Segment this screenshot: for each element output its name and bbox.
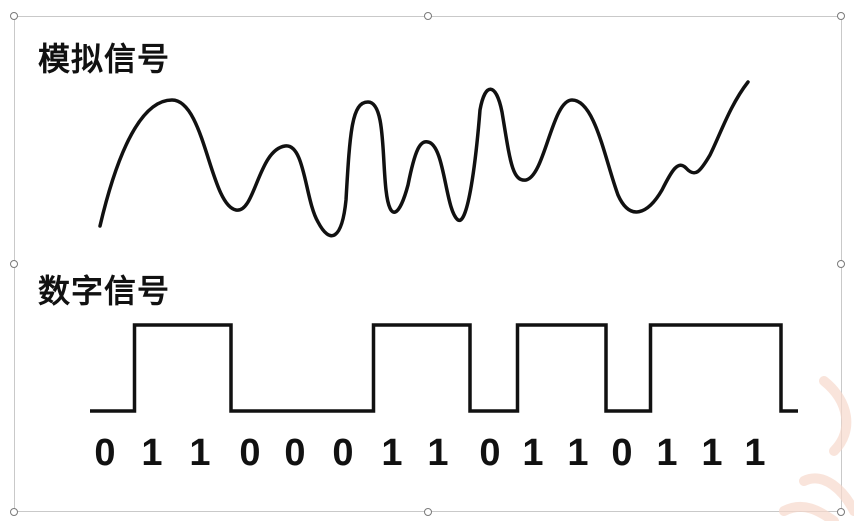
analog-signal-title: 模拟信号 <box>38 40 171 78</box>
resize-handle-bottom-right[interactable] <box>837 508 845 516</box>
bit-digit: 1 <box>656 432 678 474</box>
resize-handle-top-center[interactable] <box>424 12 432 20</box>
bit-digit: 0 <box>94 432 116 474</box>
bit-digit: 0 <box>284 432 306 474</box>
resize-handle-top-right[interactable] <box>837 12 845 20</box>
analog-wave-path <box>98 80 750 238</box>
resize-handle-bottom-center[interactable] <box>424 508 432 516</box>
resize-handle-middle-left[interactable] <box>10 260 18 268</box>
bit-digit: 1 <box>141 432 163 474</box>
watermark-decoration <box>779 376 854 521</box>
bit-digit: 0 <box>239 432 261 474</box>
bit-digit: 1 <box>189 432 211 474</box>
bit-digit: 0 <box>611 432 633 474</box>
digital-wave-path <box>90 323 798 413</box>
resize-handle-bottom-left[interactable] <box>10 508 18 516</box>
bit-digit: 1 <box>381 432 403 474</box>
bit-digit: 1 <box>701 432 723 474</box>
bit-digit: 1 <box>744 432 766 474</box>
bit-digit: 1 <box>522 432 544 474</box>
bit-digit: 1 <box>427 432 449 474</box>
resize-handle-top-left[interactable] <box>10 12 18 20</box>
bit-digit: 0 <box>332 432 354 474</box>
bit-digit: 1 <box>567 432 589 474</box>
resize-handle-middle-right[interactable] <box>837 260 845 268</box>
digital-signal-title: 数字信号 <box>38 272 171 310</box>
bit-digit: 0 <box>479 432 501 474</box>
